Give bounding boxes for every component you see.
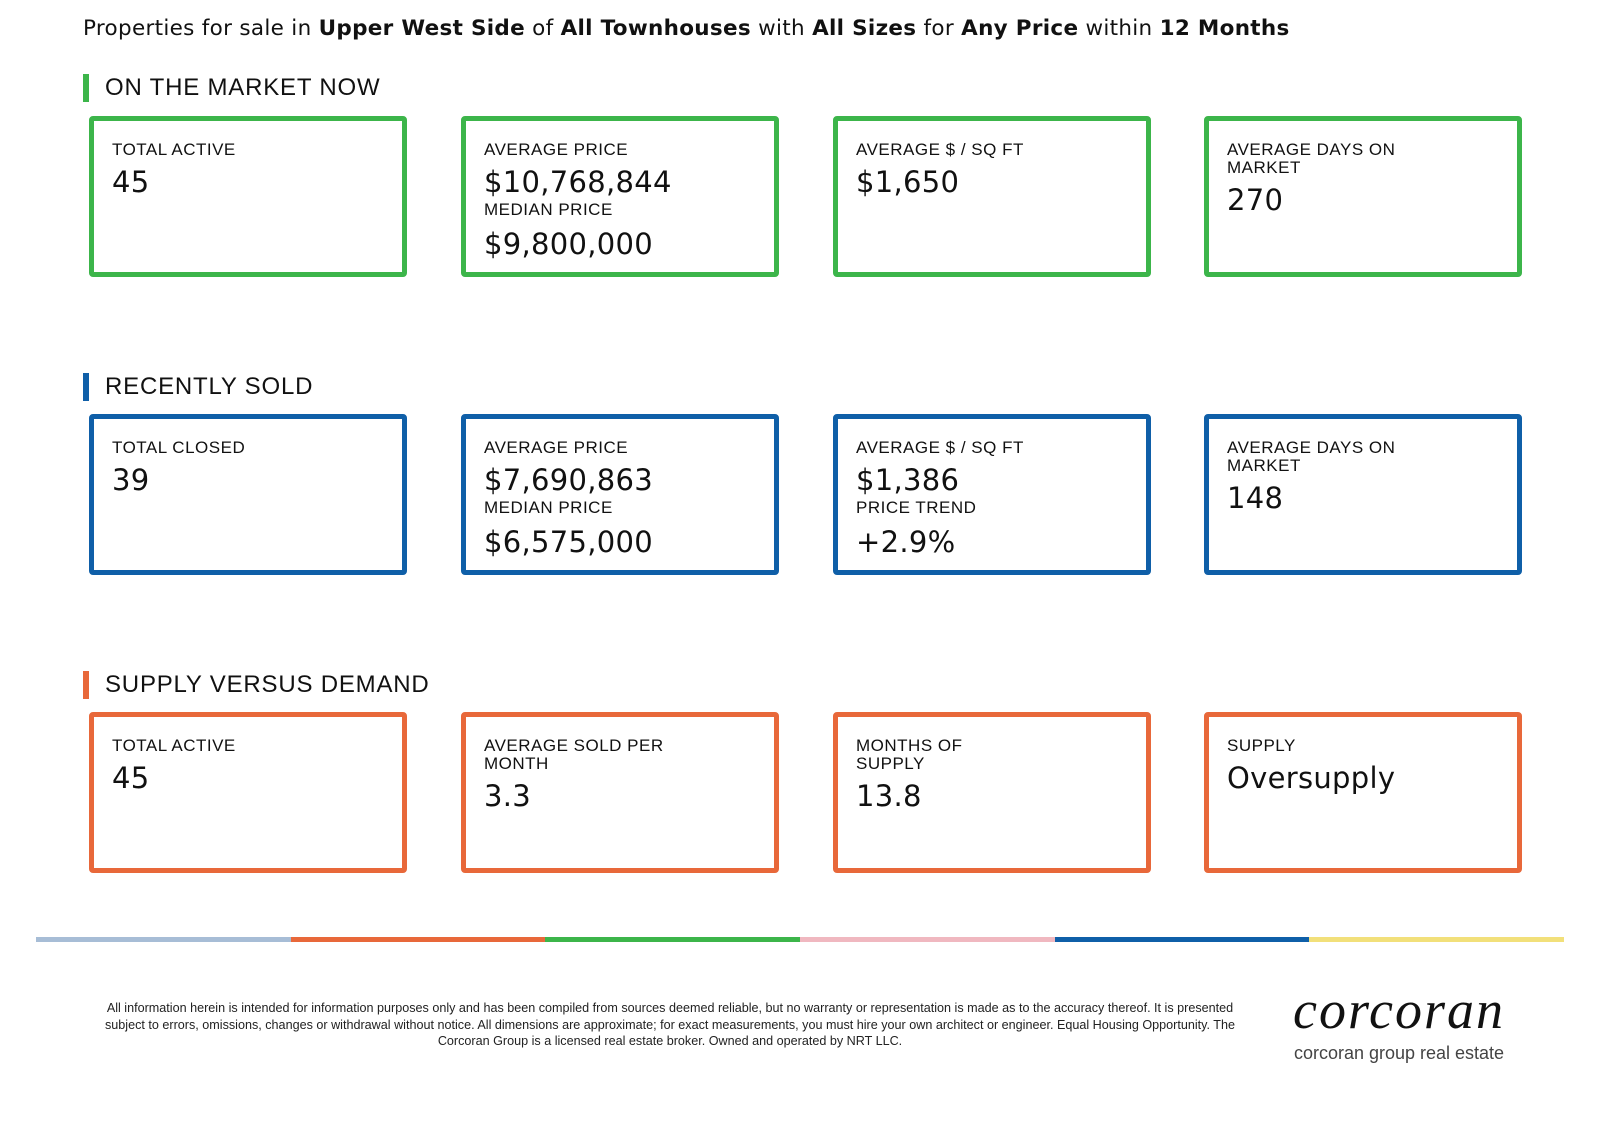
card-label: MONTHS OF SUPPLY bbox=[856, 736, 963, 773]
section-title-sold: RECENTLY SOLD bbox=[83, 373, 313, 401]
card-months-of-supply: MONTHS OF SUPPLY 13.8 bbox=[833, 712, 1151, 873]
card-value-secondary: $6,575,000 bbox=[484, 525, 654, 559]
headline-property-type: All Townhouses bbox=[560, 16, 751, 41]
card-value: 45 bbox=[112, 165, 150, 199]
page-headline: Properties for sale in Upper West Side o… bbox=[83, 16, 1290, 41]
strip-segment bbox=[1054, 937, 1310, 942]
strip-segment bbox=[545, 937, 801, 942]
color-strip-divider bbox=[36, 937, 1565, 942]
card-value: 13.8 bbox=[856, 779, 922, 813]
strip-segment bbox=[290, 937, 546, 942]
section-title-text: SUPPLY VERSUS DEMAND bbox=[105, 671, 430, 698]
card-label: TOTAL ACTIVE bbox=[112, 140, 236, 159]
card-label: TOTAL ACTIVE bbox=[112, 736, 236, 755]
card-label: AVERAGE DAYS ON MARKET bbox=[1227, 140, 1396, 177]
corcoran-logo-subtitle: corcoran group real estate bbox=[1293, 1043, 1505, 1063]
card-value-secondary: +2.9% bbox=[856, 525, 956, 559]
card-value: $10,768,844 bbox=[484, 165, 672, 199]
section-title-supply: SUPPLY VERSUS DEMAND bbox=[83, 671, 430, 699]
card-average-days-on-market: AVERAGE DAYS ON MARKET 148 bbox=[1204, 414, 1522, 575]
card-supply-status: SUPPLY Oversupply bbox=[1204, 712, 1522, 873]
card-total-closed: TOTAL CLOSED 39 bbox=[89, 414, 407, 575]
card-total-active: TOTAL ACTIVE 45 bbox=[89, 116, 407, 277]
card-label: AVERAGE DAYS ON MARKET bbox=[1227, 438, 1396, 475]
strip-segment bbox=[36, 937, 291, 942]
section-title-market: ON THE MARKET NOW bbox=[83, 74, 380, 102]
card-value: $1,650 bbox=[856, 165, 960, 199]
card-label: AVERAGE $ / SQ FT bbox=[856, 140, 1024, 159]
card-label: AVERAGE PRICE bbox=[484, 438, 629, 457]
card-average-ppsf: AVERAGE $ / SQ FT $1,386 PRICE TREND +2.… bbox=[833, 414, 1151, 575]
card-label-secondary: MEDIAN PRICE bbox=[484, 200, 613, 219]
card-value-secondary: $9,800,000 bbox=[484, 227, 654, 261]
footer-disclaimer: All information herein is intended for i… bbox=[104, 1001, 1236, 1048]
headline-with: with bbox=[758, 16, 805, 41]
corcoran-logo: corcoran bbox=[1293, 980, 1505, 1040]
card-average-price: AVERAGE PRICE $10,768,844 MEDIAN PRICE $… bbox=[461, 116, 779, 277]
card-value: 3.3 bbox=[484, 779, 532, 813]
headline-prefix: Properties for sale in bbox=[83, 16, 312, 41]
headline-period: 12 Months bbox=[1159, 16, 1290, 41]
strip-segment bbox=[1309, 937, 1565, 942]
headline-for: for bbox=[923, 16, 954, 41]
headline-price: Any Price bbox=[961, 16, 1079, 41]
headline-within: within bbox=[1085, 16, 1153, 41]
card-label: SUPPLY bbox=[1227, 736, 1296, 755]
card-value: 270 bbox=[1227, 183, 1284, 217]
card-label: AVERAGE SOLD PER MONTH bbox=[484, 736, 664, 773]
card-value: $7,690,863 bbox=[484, 463, 654, 497]
section-accent-bar bbox=[83, 373, 89, 401]
card-value: 148 bbox=[1227, 481, 1284, 515]
card-label: AVERAGE PRICE bbox=[484, 140, 629, 159]
card-label-secondary: MEDIAN PRICE bbox=[484, 498, 613, 517]
card-value: Oversupply bbox=[1227, 761, 1396, 795]
headline-size: All Sizes bbox=[812, 16, 917, 41]
strip-segment bbox=[800, 937, 1055, 942]
card-total-active: TOTAL ACTIVE 45 bbox=[89, 712, 407, 873]
headline-of: of bbox=[532, 16, 554, 41]
card-value: $1,386 bbox=[856, 463, 960, 497]
card-average-ppsf: AVERAGE $ / SQ FT $1,650 bbox=[833, 116, 1151, 277]
section-accent-bar bbox=[83, 74, 89, 102]
card-average-price: AVERAGE PRICE $7,690,863 MEDIAN PRICE $6… bbox=[461, 414, 779, 575]
card-average-sold-per-month: AVERAGE SOLD PER MONTH 3.3 bbox=[461, 712, 779, 873]
card-label-secondary: PRICE TREND bbox=[856, 498, 977, 517]
card-average-days-on-market: AVERAGE DAYS ON MARKET 270 bbox=[1204, 116, 1522, 277]
headline-neighborhood: Upper West Side bbox=[318, 16, 525, 41]
section-title-text: RECENTLY SOLD bbox=[105, 373, 314, 400]
card-value: 45 bbox=[112, 761, 150, 795]
card-label: TOTAL CLOSED bbox=[112, 438, 246, 457]
section-title-text: ON THE MARKET NOW bbox=[105, 74, 381, 101]
section-accent-bar bbox=[83, 671, 89, 699]
card-label: AVERAGE $ / SQ FT bbox=[856, 438, 1024, 457]
card-value: 39 bbox=[112, 463, 150, 497]
